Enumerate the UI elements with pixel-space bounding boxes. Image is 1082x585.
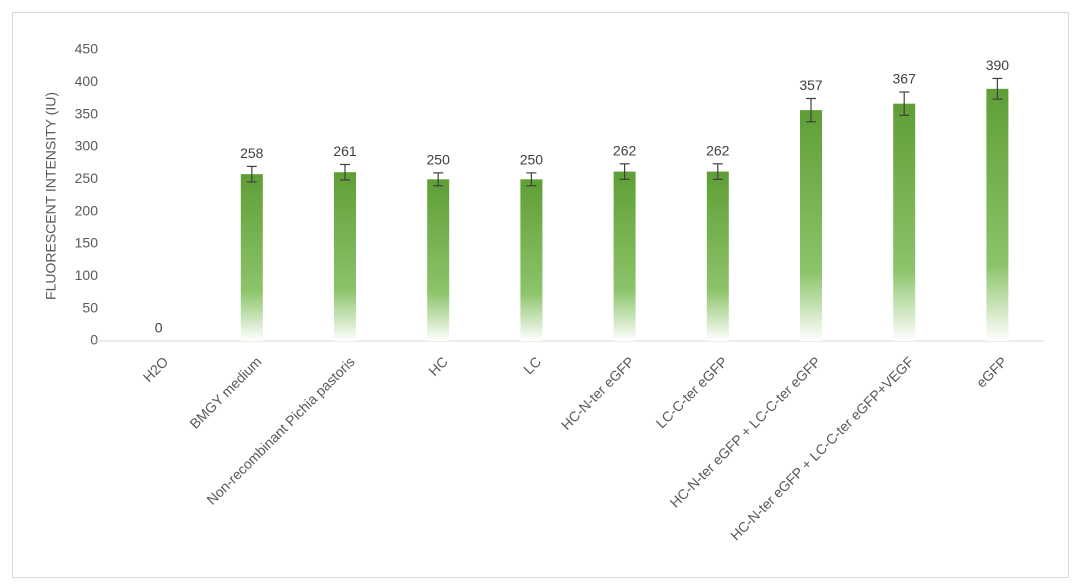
error-bar: [806, 97, 816, 123]
data-label: 357: [799, 77, 823, 93]
bar: [706, 171, 729, 341]
error-bar: [992, 77, 1003, 100]
error-bar: [619, 163, 630, 180]
y-tick-label: 400: [75, 73, 99, 89]
y-tick-label: 50: [82, 299, 98, 315]
error-bar: [899, 91, 910, 116]
bar: [800, 110, 822, 341]
data-label: 0: [155, 320, 163, 336]
y-tick-label: 250: [75, 170, 99, 186]
bar: [893, 103, 916, 341]
bar: [613, 171, 636, 341]
bar: [334, 172, 356, 341]
data-label: 367: [893, 71, 917, 87]
y-tick-label: 100: [75, 267, 99, 283]
data-label: 258: [240, 145, 264, 161]
error-bar: [433, 172, 444, 187]
error-bar: [340, 163, 350, 181]
y-tick-label: 150: [75, 235, 99, 251]
bar: [520, 179, 543, 341]
data-label: 390: [986, 57, 1010, 73]
data-label: 261: [333, 143, 357, 159]
error-bar: [526, 172, 537, 187]
bar: [986, 88, 1009, 341]
data-label: 262: [706, 143, 730, 159]
data-label: 250: [427, 152, 451, 168]
data-label: 262: [613, 143, 637, 159]
y-axis-label: FLUORESCENT INTENSITY (IU): [43, 92, 59, 300]
y-tick-label: 200: [75, 202, 99, 218]
bar: [240, 174, 263, 341]
y-tick-label: 450: [75, 41, 99, 57]
y-tick-label: 0: [90, 332, 98, 348]
error-bar: [246, 165, 257, 183]
error-bar: [712, 163, 723, 180]
y-tick-label: 350: [75, 105, 99, 121]
y-tick-label: 300: [75, 138, 99, 154]
data-label: 250: [520, 152, 544, 168]
bar: [427, 179, 450, 341]
